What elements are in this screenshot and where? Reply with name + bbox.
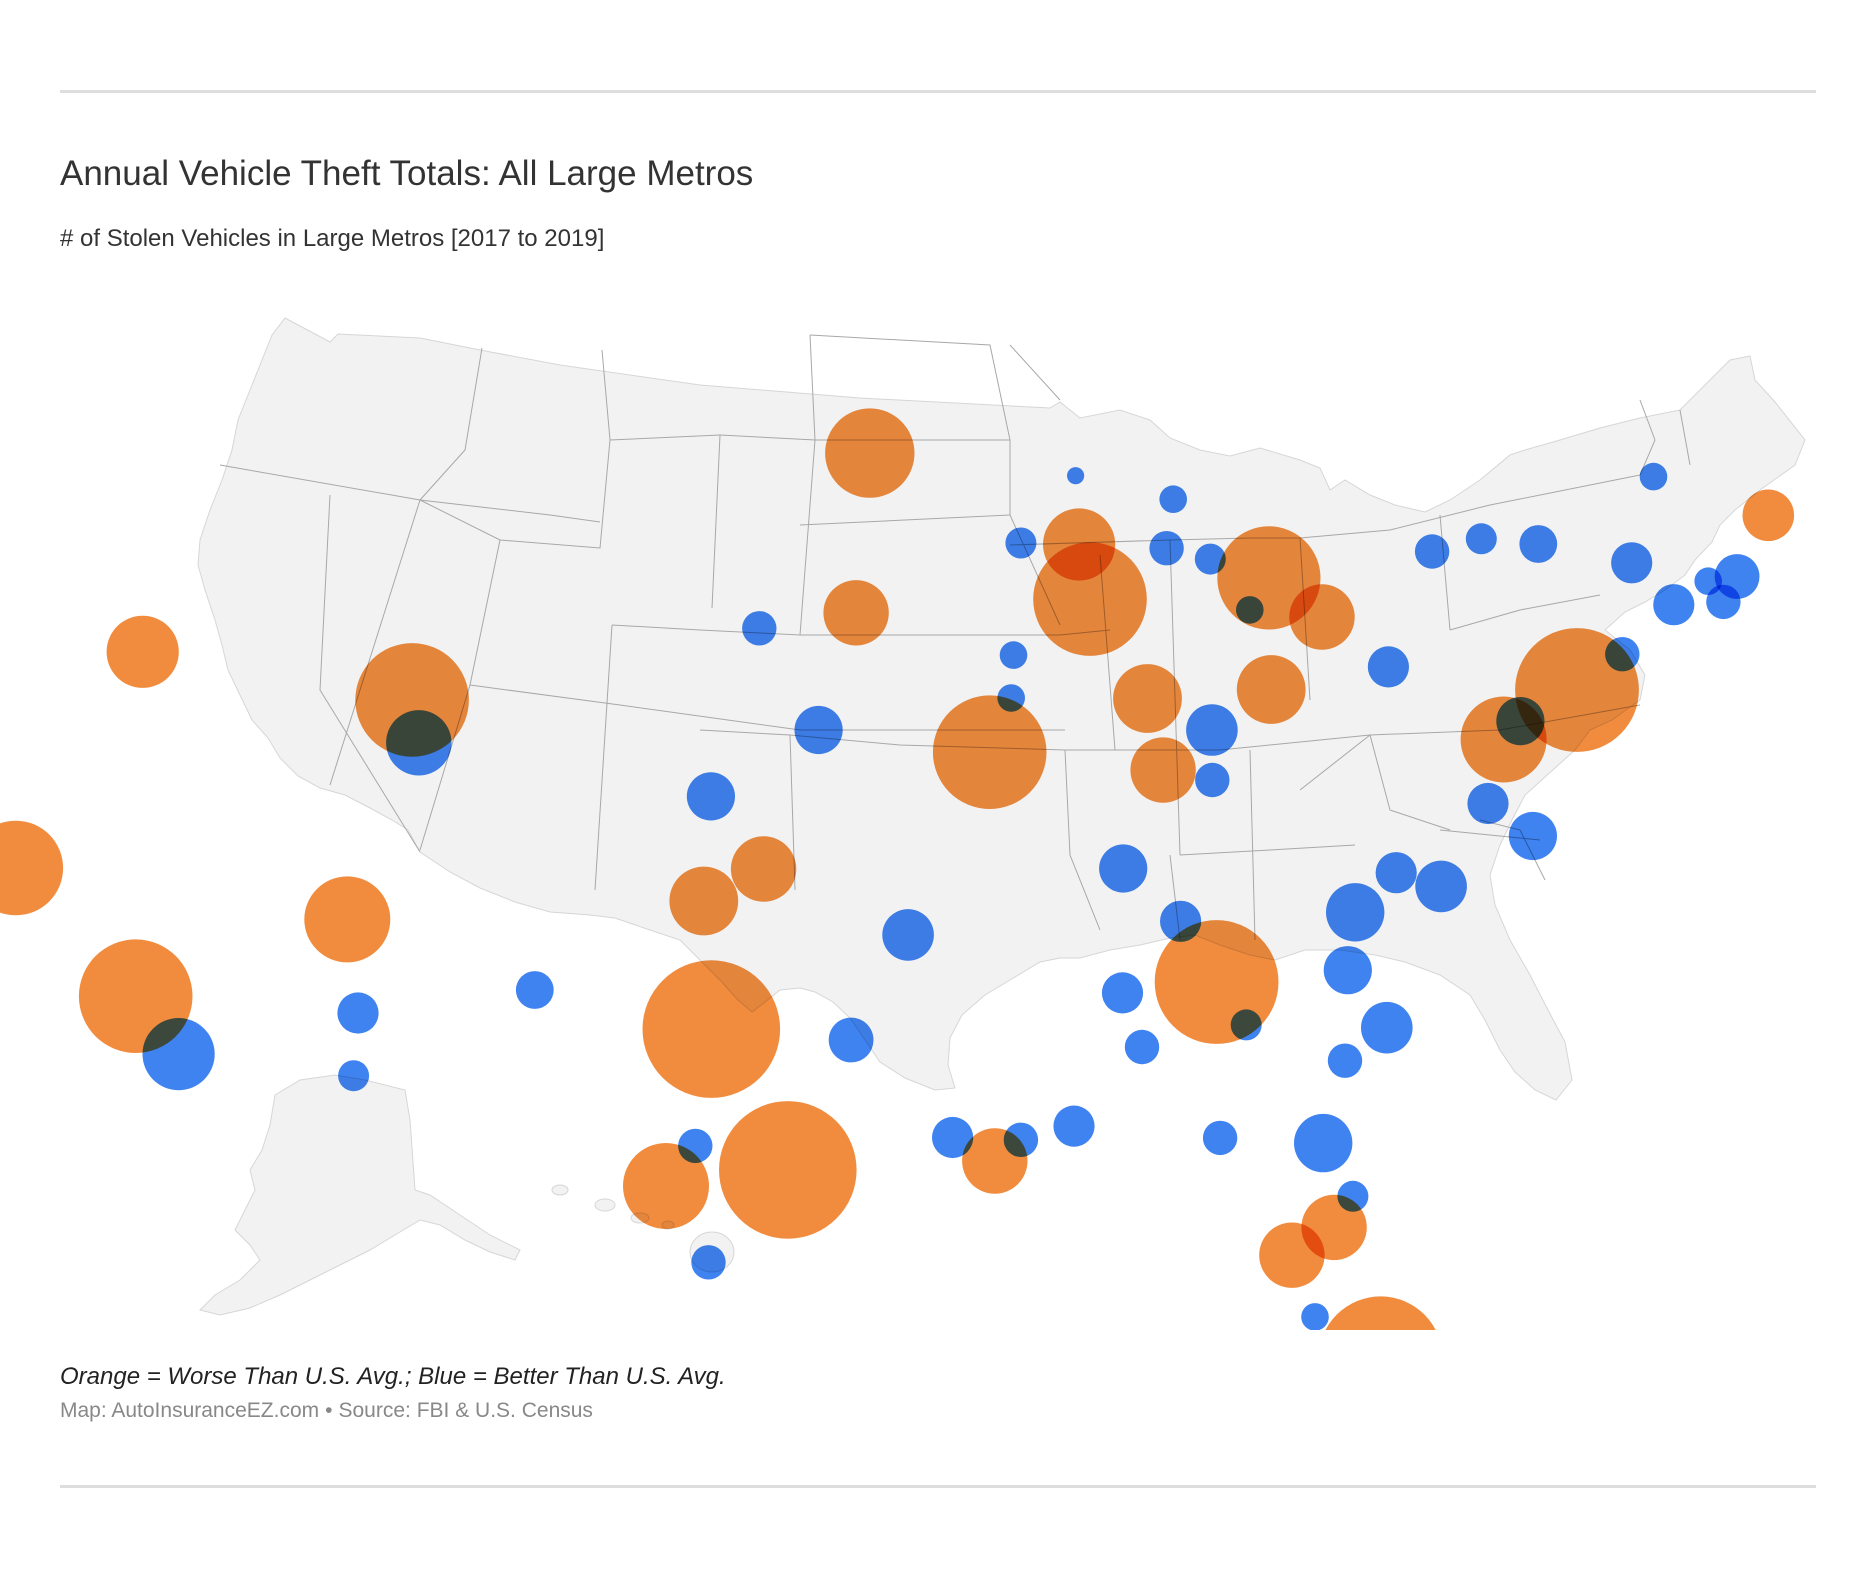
metro-bubble-worse[interactable]	[1289, 584, 1355, 650]
metro-bubble-better[interactable]	[1605, 637, 1640, 672]
metro-bubble-better[interactable]	[686, 772, 736, 821]
metro-bubble-better[interactable]	[1159, 485, 1187, 513]
metro-bubble-better[interactable]	[882, 909, 934, 961]
metro-bubble-worse[interactable]	[1130, 737, 1196, 803]
metro-bubble-better[interactable]	[1005, 527, 1037, 559]
metro-bubble-worse[interactable]	[0, 820, 64, 916]
metro-bubble-better[interactable]	[1694, 567, 1722, 595]
us-map	[0, 317, 1806, 1330]
metro-bubble-better[interactable]	[1101, 972, 1144, 1014]
metro-bubble-better[interactable]	[1519, 525, 1558, 563]
metro-bubble-worse[interactable]	[823, 580, 889, 646]
metro-bubble-better[interactable]	[1124, 1029, 1160, 1065]
metro-bubble-better[interactable]	[1067, 467, 1085, 485]
metro-bubble-better[interactable]	[337, 992, 379, 1034]
metro-bubble-better[interactable]	[1639, 462, 1668, 491]
metro-bubble-better[interactable]	[1611, 542, 1653, 584]
metro-bubble-worse[interactable]	[1043, 508, 1116, 581]
credit-map: Map: AutoInsuranceEZ.com	[60, 1399, 320, 1422]
top-divider	[60, 90, 1816, 93]
metro-bubbles	[0, 408, 1795, 1330]
metro-bubble-better[interactable]	[142, 1018, 215, 1091]
bottom-divider	[60, 1485, 1816, 1488]
metro-bubble-worse[interactable]	[1236, 655, 1306, 724]
metro-bubble-better[interactable]	[1508, 811, 1557, 861]
metro-bubble-worse[interactable]	[106, 615, 179, 688]
metro-bubble-better[interactable]	[997, 684, 1025, 712]
credit-separator: •	[325, 1399, 333, 1422]
metro-bubble-better[interactable]	[1186, 704, 1238, 756]
metro-bubble-better[interactable]	[1301, 1303, 1329, 1330]
metro-bubble-better[interactable]	[1337, 1180, 1369, 1212]
metro-bubble-better[interactable]	[515, 971, 554, 1009]
metro-bubble-better[interactable]	[1496, 697, 1545, 746]
metro-bubble-better[interactable]	[742, 611, 777, 646]
metro-bubble-better[interactable]	[999, 641, 1028, 669]
metro-bubble-better[interactable]	[1326, 883, 1385, 942]
metro-bubble-better[interactable]	[1202, 1120, 1238, 1156]
metro-bubble-better[interactable]	[1003, 1122, 1039, 1157]
metro-bubble-worse[interactable]	[304, 876, 391, 963]
metro-bubble-worse[interactable]	[1319, 1296, 1443, 1330]
metro-bubble-better[interactable]	[828, 1017, 874, 1063]
metro-bubble-better[interactable]	[794, 705, 843, 755]
metro-bubble-better[interactable]	[1415, 860, 1467, 913]
metro-bubble-better[interactable]	[1099, 844, 1148, 893]
source-credit: Map: AutoInsuranceEZ.com • Source: FBI & U…	[60, 1399, 593, 1423]
metro-bubble-better[interactable]	[1467, 782, 1509, 825]
metro-bubble-better[interactable]	[1230, 1009, 1262, 1041]
metro-bubble-better[interactable]	[1160, 900, 1202, 942]
metro-bubble-worse[interactable]	[1742, 489, 1795, 542]
metro-bubble-better[interactable]	[1236, 596, 1264, 624]
metro-bubble-better[interactable]	[1653, 584, 1695, 626]
metro-bubble-better[interactable]	[1053, 1105, 1095, 1147]
metro-bubble-better[interactable]	[1327, 1043, 1363, 1078]
metro-bubble-better[interactable]	[1465, 523, 1497, 555]
metro-bubble-better[interactable]	[338, 1060, 370, 1092]
metro-bubble-worse[interactable]	[719, 1101, 857, 1239]
metro-bubble-better[interactable]	[1414, 534, 1450, 569]
metro-bubble-worse[interactable]	[932, 695, 1047, 809]
metro-bubble-worse[interactable]	[1113, 664, 1182, 733]
metro-bubble-better[interactable]	[386, 710, 452, 776]
metro-bubble-better[interactable]	[1194, 543, 1226, 575]
metro-bubble-better[interactable]	[678, 1128, 713, 1164]
metro-bubble-better[interactable]	[1195, 762, 1230, 798]
metro-bubble-better[interactable]	[1149, 531, 1184, 566]
metro-bubble-better[interactable]	[932, 1116, 974, 1159]
metro-bubble-worse[interactable]	[1259, 1222, 1325, 1288]
metro-bubble-better[interactable]	[1375, 852, 1417, 894]
metro-bubble-better[interactable]	[1294, 1113, 1353, 1173]
metro-bubble-worse[interactable]	[730, 836, 797, 902]
legend-note: Orange = Worse Than U.S. Avg.; Blue = Be…	[60, 1363, 726, 1390]
metro-bubble-worse[interactable]	[623, 1143, 709, 1229]
map-subtitle: # of Stolen Vehicles in Large Metros [20…	[60, 225, 605, 252]
credit-source: Source: FBI & U.S. Census	[338, 1399, 593, 1422]
metro-bubble-worse[interactable]	[642, 960, 781, 1098]
metro-bubble-better[interactable]	[1361, 1001, 1413, 1054]
alaska-shape	[199, 1074, 521, 1316]
metro-bubble-worse[interactable]	[825, 408, 915, 498]
metro-bubble-better[interactable]	[1367, 646, 1409, 688]
metro-bubble-worse[interactable]	[669, 866, 739, 936]
map-title: Annual Vehicle Theft Totals: All Large M…	[60, 154, 754, 193]
metro-bubble-better[interactable]	[691, 1245, 726, 1280]
metro-bubble-better[interactable]	[1323, 946, 1372, 995]
